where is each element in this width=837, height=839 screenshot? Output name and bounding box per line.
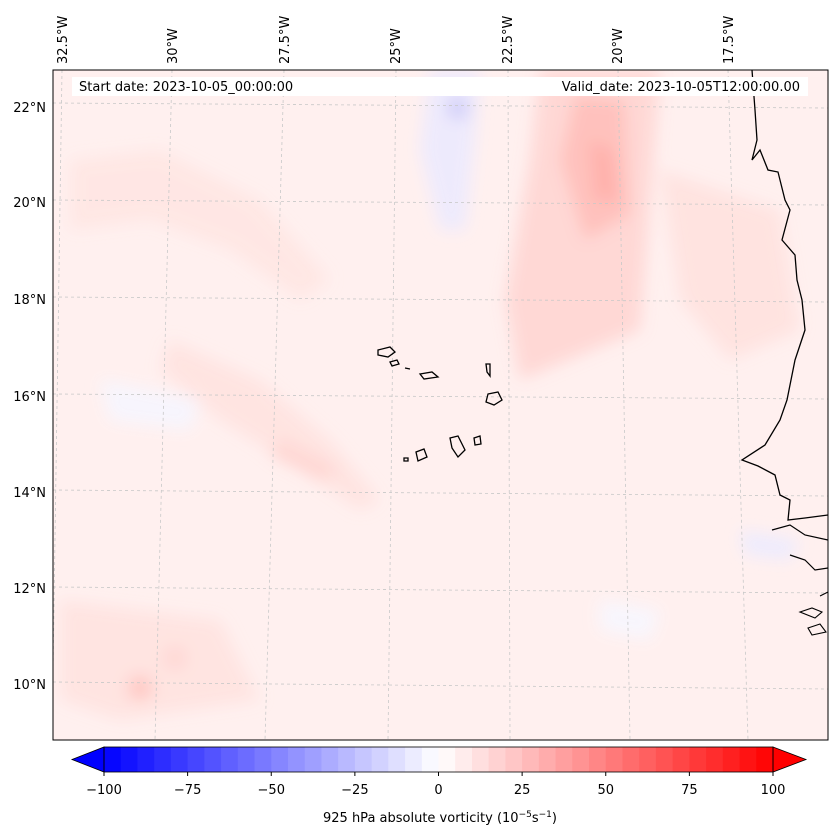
colorbar-tick-label: 75 <box>681 783 698 798</box>
colorbar-segment <box>655 747 674 772</box>
colorbar-segment <box>237 747 256 772</box>
colorbar-segment <box>672 747 690 772</box>
colorbar-tick-label: −100 <box>86 783 122 798</box>
africa-coastline <box>740 70 828 521</box>
colorbar-segment <box>522 747 540 772</box>
colorbar-tick-label: −75 <box>174 783 201 798</box>
lat-label: 12°N <box>13 582 46 597</box>
lon-label: 27.5°W <box>278 16 293 64</box>
colorbar-segment <box>204 747 222 772</box>
colorbar-segment <box>488 747 506 772</box>
colorbar-segment <box>304 747 322 772</box>
colorbar-segment <box>572 747 590 772</box>
colorbar-segment <box>271 747 289 772</box>
colorbar-segment <box>354 747 373 772</box>
valid-date-label: Valid_date: 2023-10-05T12:00:00.00 <box>562 80 800 95</box>
latitude-labels: 22°N 20°N 18°N 16°N 14°N 12°N 10°N <box>13 101 46 693</box>
lat-label: 14°N <box>13 486 46 501</box>
vorticity-field <box>53 70 828 740</box>
graticule <box>53 70 828 740</box>
colorbar-title: 925 hPa absolute vorticity (10−5s−1) <box>323 810 557 826</box>
colorbar-segment <box>170 747 189 772</box>
colorbar-segment <box>405 747 423 772</box>
colorbar-segment <box>187 747 205 772</box>
lon-label: 32.5°W <box>56 16 71 64</box>
colorbar-segment <box>254 747 272 772</box>
colorbar-segment <box>555 747 573 772</box>
lon-label: 22.5°W <box>501 16 516 64</box>
colorbar-tick-label: −50 <box>258 783 285 798</box>
colorbar-segment <box>589 747 607 772</box>
colorbar-segment <box>505 747 523 772</box>
colorbar-segment <box>739 747 757 772</box>
colorbar-segment <box>154 747 172 772</box>
colorbar-tick-label: −25 <box>341 783 368 798</box>
colorbar-ticks: −100 −75 −50 −25 0 25 50 75 100 <box>86 783 785 798</box>
date-header-box <box>72 77 808 96</box>
colorbar-tick-label: 0 <box>434 783 442 798</box>
colorbar-segment <box>221 747 239 772</box>
longitude-labels: 32.5°W 30°W 27.5°W 25°W 22.5°W 20°W 17.5… <box>56 16 737 64</box>
colorbar-segment <box>538 747 557 772</box>
colorbar-segment <box>287 747 306 772</box>
colorbar-segment <box>639 747 657 772</box>
colorbar-segment <box>605 747 623 772</box>
lat-label: 20°N <box>13 196 46 211</box>
colorbar-segment <box>371 747 389 772</box>
colorbar-min-arrow <box>70 746 105 773</box>
colorbar-tick-label: 100 <box>761 783 786 798</box>
colorbar <box>70 746 808 776</box>
colorbar-segment <box>706 747 724 772</box>
lon-label: 30°W <box>166 28 181 64</box>
lat-label: 18°N <box>13 293 46 308</box>
colorbar-segment <box>756 747 774 772</box>
colorbar-max-arrow <box>772 746 808 773</box>
start-date-label: Start date: 2023-10-05_00:00:00 <box>79 80 293 95</box>
colorbar-segment <box>321 747 339 772</box>
lon-label: 20°W <box>611 28 626 64</box>
colorbar-segment <box>338 747 356 772</box>
lon-label: 25°W <box>389 28 404 64</box>
colorbar-segment <box>421 747 439 772</box>
colorbar-segment <box>455 747 473 772</box>
lon-label: 17.5°W <box>722 16 737 64</box>
lat-label: 22°N <box>13 101 46 116</box>
colorbar-segment <box>438 747 456 772</box>
colorbar-segment <box>388 747 406 772</box>
colorbar-segment <box>104 747 122 772</box>
colorbar-segment <box>622 747 640 772</box>
colorbar-segment <box>471 747 490 772</box>
lat-label: 10°N <box>13 678 46 693</box>
cape-verde-islands <box>377 346 503 462</box>
colorbar-segment <box>689 747 707 772</box>
colorbar-tick-label: 50 <box>597 783 614 798</box>
colorbar-segment <box>722 747 741 772</box>
colorbar-segment <box>137 747 155 772</box>
colorbar-segment <box>120 747 138 772</box>
lat-label: 16°N <box>13 390 46 405</box>
colorbar-tick-label: 25 <box>514 783 531 798</box>
